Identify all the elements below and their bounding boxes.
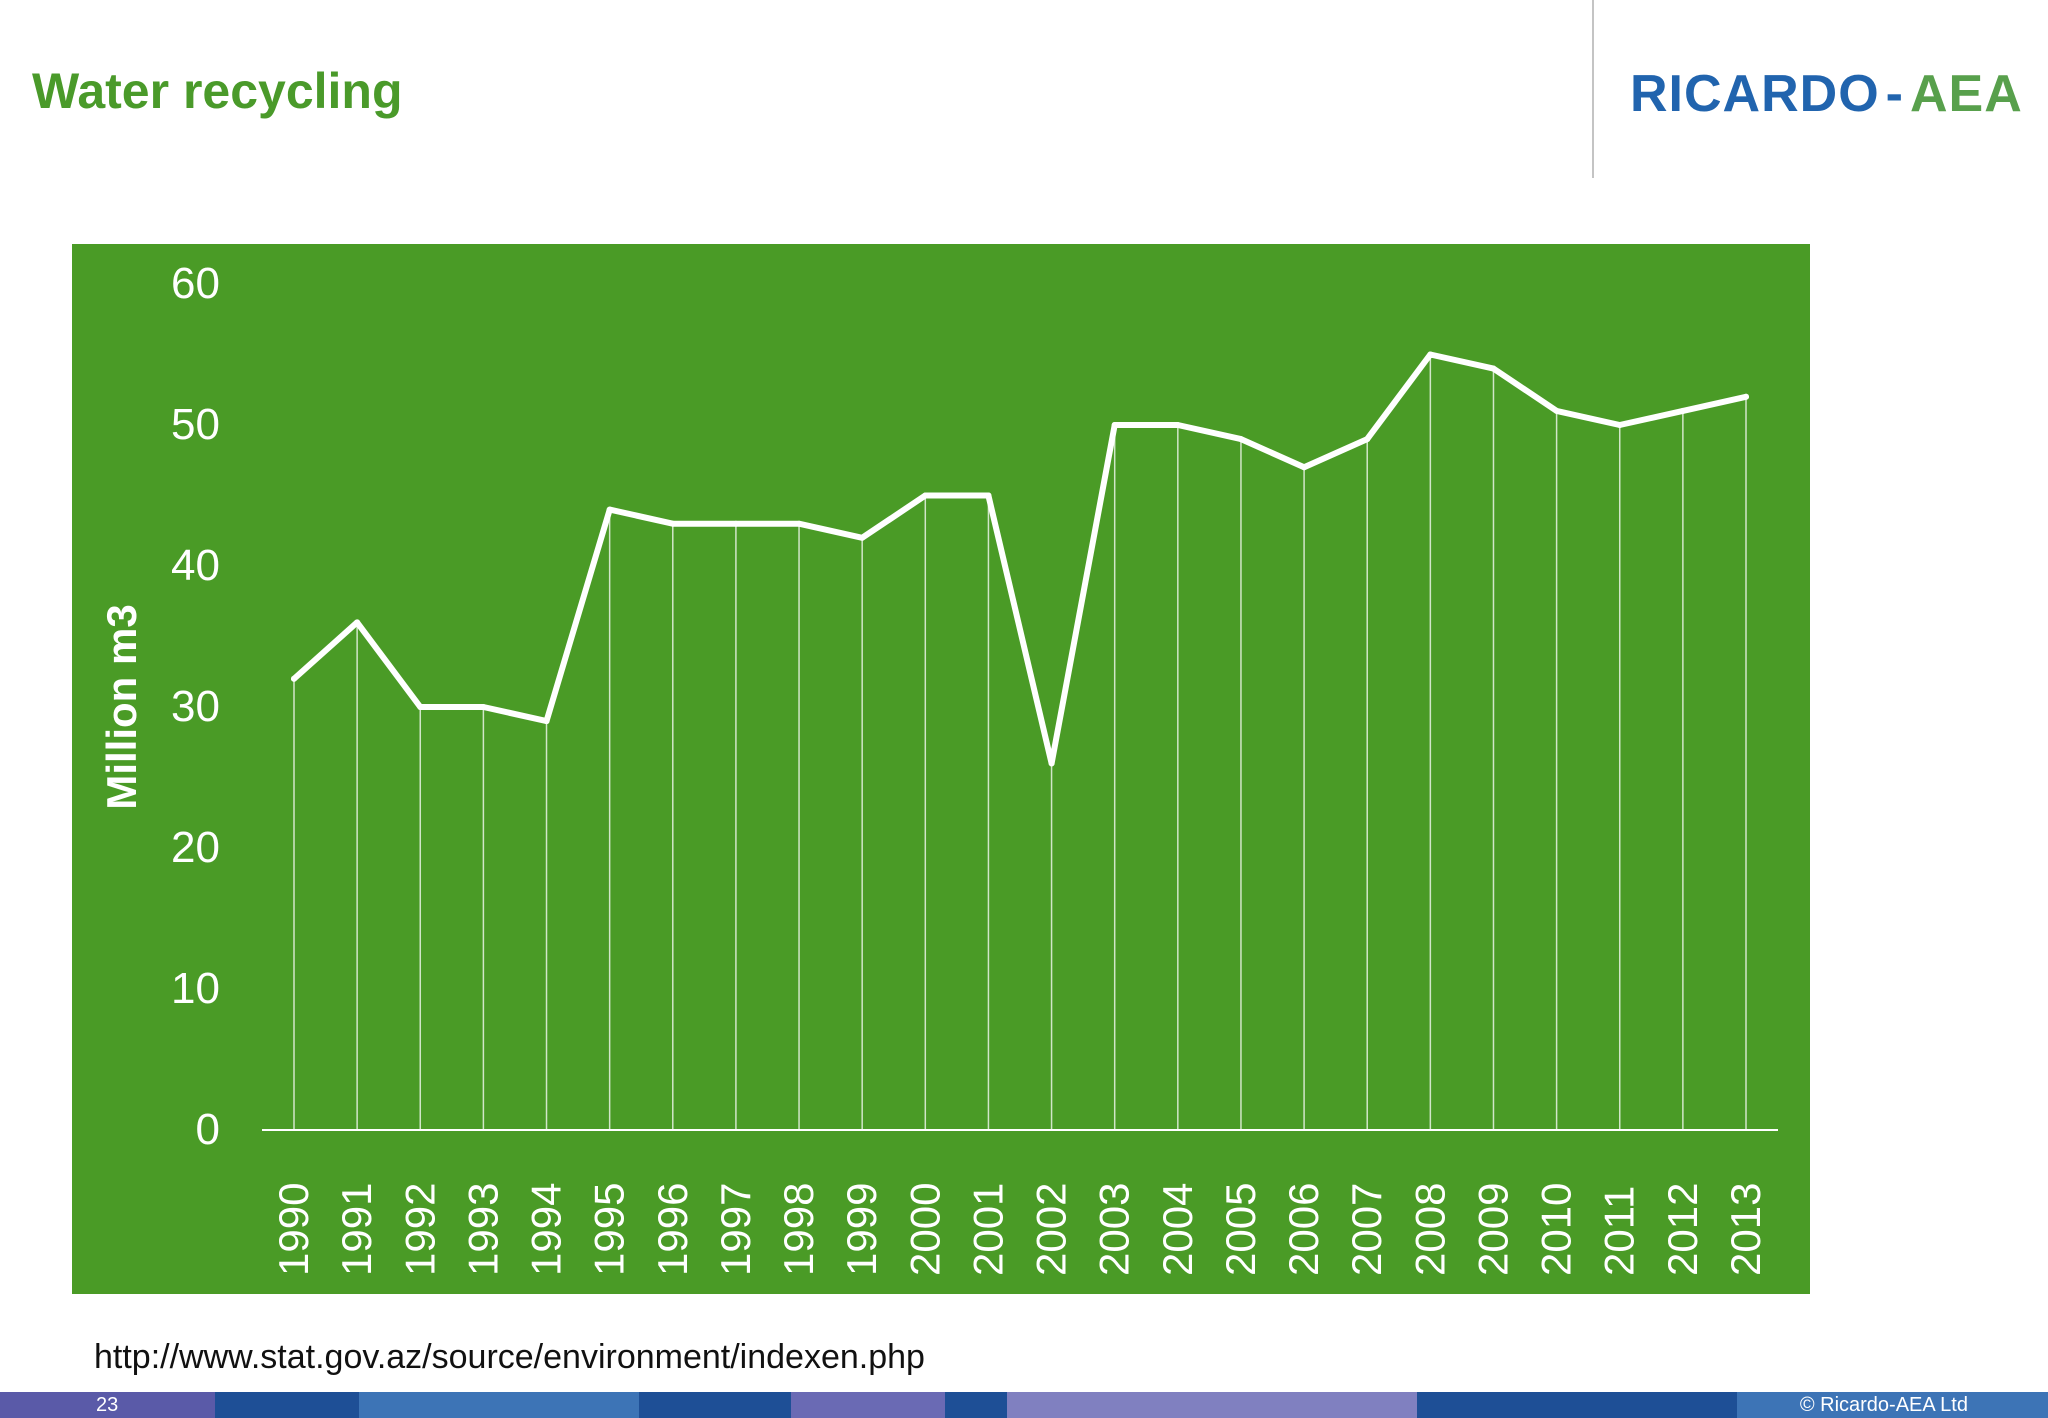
- x-tick-label-1999: 1999: [838, 1183, 885, 1276]
- slide-title: Water recycling: [32, 63, 403, 119]
- footer-segment: [945, 1392, 1007, 1418]
- series-line-water-recycling: [291, 351, 1749, 767]
- footer-segment: [359, 1392, 639, 1418]
- footer-segment: [0, 1392, 215, 1418]
- x-tick-label-1994: 1994: [523, 1183, 570, 1276]
- data-point-1992: [417, 704, 424, 710]
- data-point-2008: [1427, 351, 1434, 358]
- drop-lines: [293, 354, 1747, 1130]
- x-tick-label-2010: 2010: [1533, 1183, 1580, 1276]
- data-point-1991: [354, 619, 361, 626]
- y-tick-label: 0: [196, 1105, 220, 1154]
- y-tick-label: 30: [171, 682, 220, 731]
- footer-segment: [1417, 1392, 1737, 1418]
- x-tick-label-1990: 1990: [270, 1183, 317, 1276]
- logo-text-ricardo: RICARDO: [1630, 65, 1880, 123]
- x-tick-label-1998: 1998: [775, 1183, 822, 1276]
- chart-panel: 0 10 20 30 40 50 60 1990 1991 1992 1993 1994 1995 19…: [72, 244, 1810, 1294]
- x-tick-labels: 1990 1991 1992 1993 1994 1995 1996 1997 1998 1999…: [270, 1183, 1769, 1276]
- data-point-1990: [291, 675, 297, 682]
- data-point-2000: [922, 492, 929, 499]
- x-tick-label-2012: 2012: [1659, 1183, 1706, 1276]
- x-tick-label-1996: 1996: [649, 1183, 696, 1276]
- footer-segment: [1007, 1392, 1417, 1418]
- data-point-2001: [985, 492, 992, 499]
- y-tick-label: 60: [171, 259, 220, 308]
- source-url[interactable]: http://www.stat.gov.az/source/environmen…: [94, 1338, 925, 1376]
- logo-separator: -: [1885, 65, 1904, 123]
- x-tick-label-1993: 1993: [459, 1183, 506, 1276]
- x-tick-label-2011: 2011: [1596, 1186, 1643, 1276]
- footer-segment: [1737, 1392, 2048, 1418]
- y-tick-labels: 0 10 20 30 40 50 60: [171, 259, 220, 1154]
- footer-bar: [0, 1392, 2048, 1418]
- data-point-1997: [732, 520, 739, 527]
- x-tick-label-2002: 2002: [1028, 1183, 1075, 1276]
- x-tick-label-2009: 2009: [1469, 1183, 1516, 1276]
- x-tick-label-2007: 2007: [1343, 1183, 1390, 1276]
- data-point-1993: [480, 704, 487, 710]
- data-point-2009: [1490, 365, 1497, 372]
- x-tick-label-2013: 2013: [1722, 1183, 1769, 1276]
- x-tick-label-2000: 2000: [901, 1183, 948, 1276]
- y-tick-label: 40: [171, 541, 220, 590]
- header-divider: [1592, 0, 1594, 178]
- y-tick-label: 10: [171, 964, 220, 1013]
- data-point-1995: [606, 506, 613, 513]
- x-tick-label-1997: 1997: [712, 1183, 759, 1276]
- page-number: 23: [96, 1394, 119, 1416]
- ricardo-aea-logo: RICARDO - AEA: [1630, 64, 2023, 124]
- footer-segment: [639, 1392, 791, 1418]
- x-tick-label-1992: 1992: [396, 1183, 443, 1276]
- x-tick-label-2004: 2004: [1154, 1183, 1201, 1276]
- data-point-2010: [1553, 407, 1560, 414]
- x-tick-label-1995: 1995: [586, 1183, 633, 1276]
- footer-segment: [215, 1392, 359, 1418]
- data-point-2012: [1679, 407, 1686, 414]
- data-point-2007: [1364, 436, 1371, 443]
- copyright-notice: © Ricardo-AEA Ltd: [1799, 1394, 1968, 1416]
- data-point-1996: [669, 520, 676, 527]
- data-point-1994: [543, 718, 550, 725]
- footer-segment: [791, 1392, 945, 1418]
- x-tick-label-2003: 2003: [1091, 1183, 1138, 1276]
- data-point-2002: [1048, 760, 1055, 767]
- y-tick-label: 50: [171, 400, 220, 449]
- x-tick-label-2005: 2005: [1217, 1183, 1264, 1276]
- y-axis-label: Million m3: [98, 604, 145, 809]
- data-point-2003: [1111, 422, 1118, 428]
- data-points: [291, 351, 1749, 767]
- x-tick-label-2001: 2001: [964, 1183, 1011, 1276]
- data-point-1998: [796, 520, 803, 527]
- data-point-2011: [1616, 422, 1623, 428]
- data-point-2013: [1743, 393, 1749, 400]
- data-point-2006: [1301, 464, 1308, 471]
- x-tick-label-2008: 2008: [1406, 1183, 1453, 1276]
- y-tick-label: 20: [171, 823, 220, 872]
- series-lines: [291, 351, 1749, 767]
- data-point-1999: [859, 534, 866, 541]
- logo-text-aea: AEA: [1910, 65, 2023, 123]
- data-point-2004: [1174, 422, 1181, 428]
- x-tick-label-1991: 1991: [333, 1183, 380, 1276]
- x-tick-label-2006: 2006: [1280, 1183, 1327, 1276]
- data-point-2005: [1237, 436, 1244, 443]
